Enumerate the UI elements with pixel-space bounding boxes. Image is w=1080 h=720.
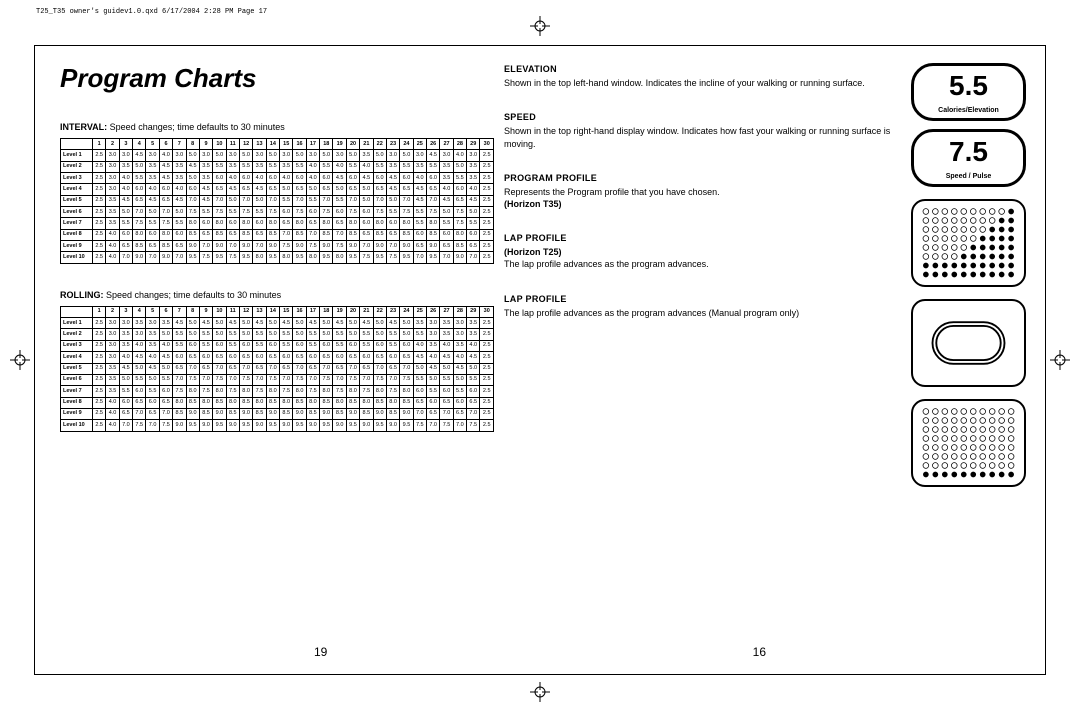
crop-mark-bottom [530, 682, 550, 702]
lap-profile-2-section: LAP PROFILE The lap profile advances as … [504, 293, 901, 319]
crop-mark-top [530, 16, 550, 36]
speed-display: 7.5 Speed / Pulse [911, 129, 1026, 187]
elevation-section: ELEVATION Shown in the top left-hand win… [504, 63, 901, 89]
page-number-left: 19 [314, 645, 327, 659]
crop-mark-right [1050, 350, 1070, 370]
rolling-title: ROLLING: Speed changes; time defaults to… [60, 290, 494, 300]
page-title: Program Charts [60, 63, 494, 94]
program-profile-section: PROGRAM PROFILE Represents the Program p… [504, 172, 901, 210]
lap-track-icon [911, 299, 1026, 387]
lap-profile-1-section: LAP PROFILE (Horizon T25) The lap profil… [504, 232, 901, 270]
print-header: T25_T35 owner's guidev1.0.qxd 6/17/2004 … [36, 8, 267, 16]
interval-table: 1234567891011121314151617181920212223242… [60, 138, 494, 264]
dot-grid-icon [911, 399, 1026, 487]
rolling-table: 1234567891011121314151617181920212223242… [60, 306, 494, 432]
page-number-right: 16 [753, 645, 766, 659]
elevation-display: 5.5 Calories/Elevation [911, 63, 1026, 121]
interval-title: INTERVAL: Speed changes; time defaults t… [60, 122, 494, 132]
crop-mark-left [10, 350, 30, 370]
speed-section: SPEED Shown in the top right-hand displa… [504, 111, 901, 149]
program-profile-icon [911, 199, 1026, 287]
